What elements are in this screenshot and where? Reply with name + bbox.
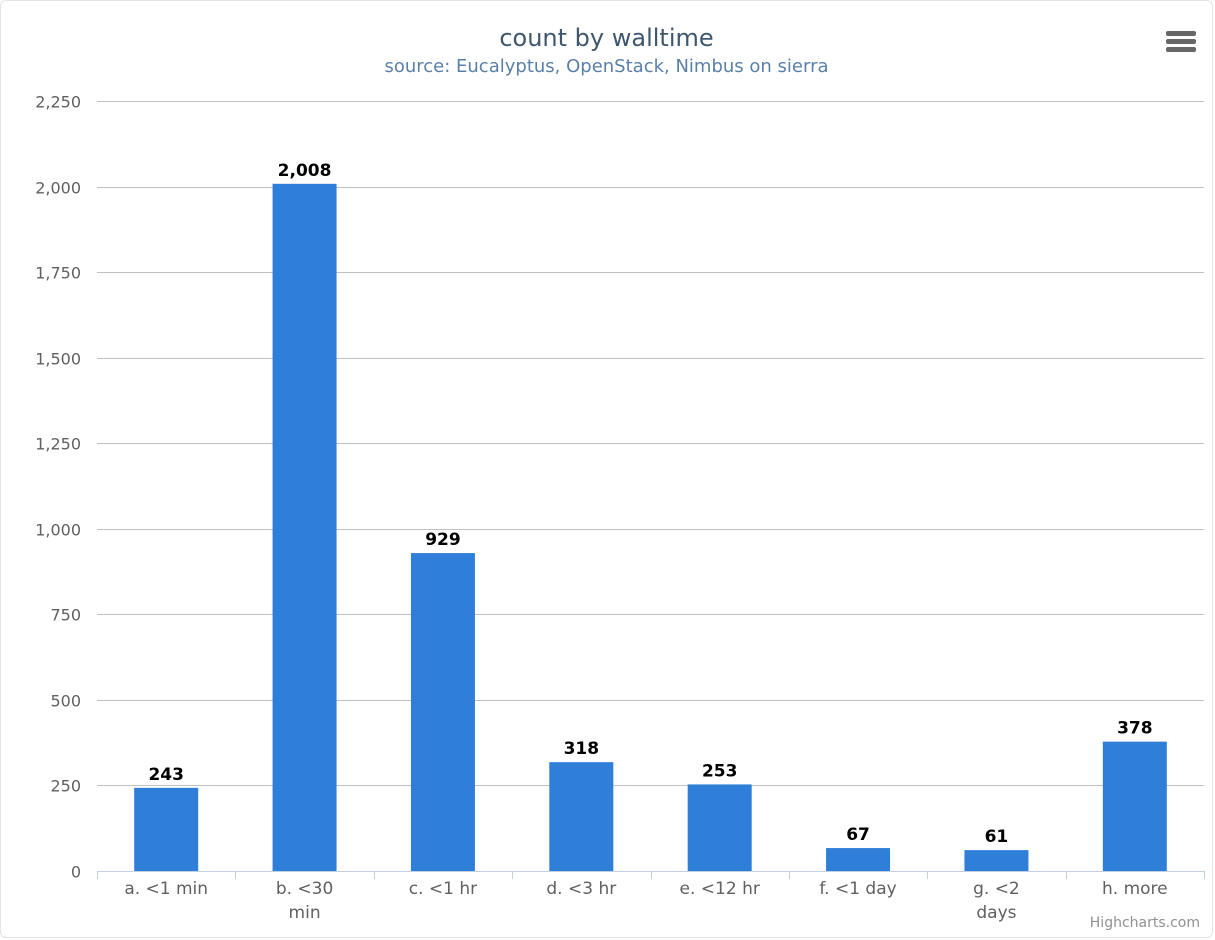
y-tick-label: 500 bbox=[50, 692, 81, 711]
y-tick-label: 1,250 bbox=[35, 435, 81, 454]
grid-lines bbox=[97, 101, 1204, 786]
data-label: 61 bbox=[985, 827, 1009, 847]
bar[interactable] bbox=[549, 762, 614, 871]
x-axis: a. <1 min b. <30 min c. <1 hr d. <3 hr e. <12… bbox=[97, 871, 1205, 923]
hamburger-menu-icon[interactable] bbox=[1164, 27, 1198, 57]
data-label: 929 bbox=[425, 530, 461, 550]
data-label: 378 bbox=[1117, 719, 1153, 739]
y-tick-label: 1,500 bbox=[35, 350, 81, 369]
chart-title: count by walltime bbox=[499, 24, 714, 52]
x-tick-label: a. <1 min bbox=[124, 879, 208, 899]
x-tick-label: f. <1 day bbox=[819, 879, 896, 899]
y-tick-label: 1,000 bbox=[35, 521, 81, 540]
chart-subtitle: source: Eucalyptus, OpenStack, Nimbus on… bbox=[384, 56, 829, 77]
data-label: 2,008 bbox=[278, 161, 332, 181]
x-tick-label: d. <3 hr bbox=[546, 879, 616, 899]
bar[interactable] bbox=[964, 850, 1029, 871]
y-tick-label: 250 bbox=[50, 777, 81, 796]
data-label: 67 bbox=[846, 825, 870, 845]
data-label: 318 bbox=[564, 739, 600, 759]
bar[interactable] bbox=[687, 784, 752, 871]
x-tick-label: e. <12 hr bbox=[680, 879, 760, 899]
bar[interactable] bbox=[272, 183, 337, 872]
credits-link[interactable]: Highcharts.com bbox=[1089, 915, 1200, 931]
y-tick-label: 2,000 bbox=[35, 179, 81, 198]
x-tick-label: h. more bbox=[1102, 879, 1168, 899]
x-tick-label: c. <1 hr bbox=[409, 879, 477, 899]
y-tick-label: 750 bbox=[50, 606, 81, 625]
data-label: 243 bbox=[148, 765, 184, 785]
bar-series[interactable] bbox=[134, 183, 1167, 872]
data-labels: 243 2,008 929 318 253 67 61 378 bbox=[148, 161, 1152, 847]
data-label: 253 bbox=[702, 761, 738, 781]
bar[interactable] bbox=[134, 787, 199, 871]
bar[interactable] bbox=[826, 848, 891, 871]
y-tick-label: 1,750 bbox=[35, 264, 81, 283]
y-axis: 0 250 500 750 1,000 1,250 1,500 1,750 2,000 2,250 bbox=[35, 93, 81, 882]
bar[interactable] bbox=[1102, 741, 1167, 871]
x-tick-label: g. <2 days bbox=[973, 879, 1020, 923]
bar[interactable] bbox=[410, 553, 475, 871]
x-tick-label: b. <30 min bbox=[276, 879, 333, 923]
y-tick-label: 2,250 bbox=[35, 93, 81, 112]
y-tick-label: 0 bbox=[71, 863, 81, 882]
